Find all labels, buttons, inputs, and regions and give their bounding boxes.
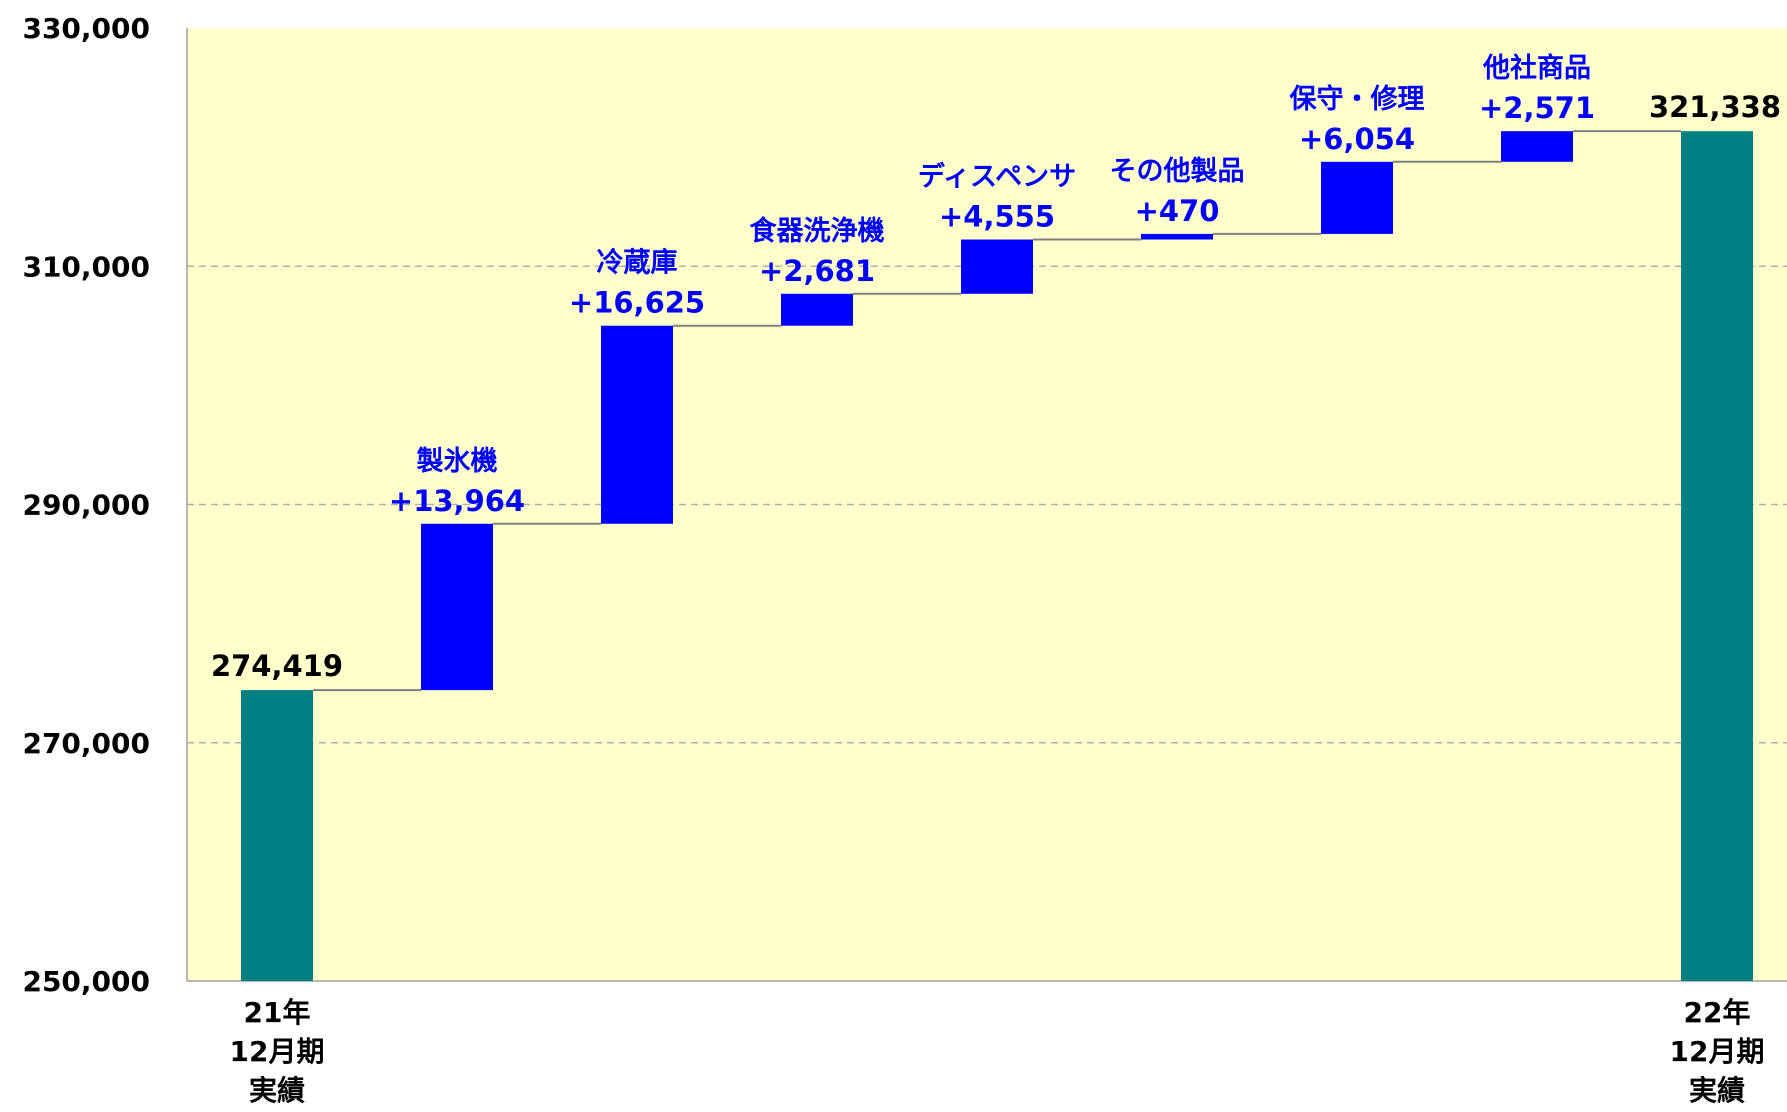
delta-category-label: 製氷機 <box>417 446 498 477</box>
delta-value-label: +16,625 <box>569 286 705 320</box>
delta-category-label: 冷蔵庫 <box>597 248 678 279</box>
delta-bar <box>421 523 493 691</box>
x-category-label: 実績 <box>249 1074 305 1107</box>
x-category-label: 21年 <box>244 996 311 1029</box>
delta-bar <box>1321 161 1393 234</box>
delta-value-label: +6,054 <box>1299 122 1415 156</box>
delta-category-label: 保守・修理 <box>1289 83 1425 115</box>
delta-value-label: +2,571 <box>1479 91 1595 125</box>
delta-bar <box>1141 233 1213 240</box>
delta-value-label: +470 <box>1135 194 1220 228</box>
delta-category-label: ディスペンサ <box>918 161 1076 193</box>
total-bar <box>1681 131 1753 981</box>
delta-bar <box>601 325 673 524</box>
total-value-label: 274,419 <box>211 649 343 683</box>
y-tick-label: 310,000 <box>22 250 150 283</box>
y-tick-label: 330,000 <box>22 12 150 45</box>
x-category-label: 12月期 <box>230 1035 325 1068</box>
delta-bar <box>1501 131 1573 162</box>
y-tick-label: 270,000 <box>22 727 150 760</box>
delta-category-label: その他製品 <box>1110 156 1245 187</box>
total-bar <box>241 690 313 981</box>
delta-category-label: 他社商品 <box>1482 52 1591 84</box>
delta-bar <box>961 239 1033 294</box>
delta-value-label: +13,964 <box>389 484 525 518</box>
delta-value-label: +2,681 <box>759 254 875 288</box>
x-category-label: 実績 <box>1689 1074 1745 1107</box>
y-tick-label: 290,000 <box>22 489 150 522</box>
delta-category-label: 食器洗浄機 <box>750 215 885 247</box>
x-category-label: 22年 <box>1684 996 1751 1029</box>
x-category-label: 12月期 <box>1670 1035 1765 1068</box>
delta-value-label: +4,555 <box>939 200 1055 234</box>
total-value-label: 321,338 <box>1649 90 1781 124</box>
delta-bar <box>781 293 853 326</box>
y-tick-label: 250,000 <box>22 965 150 998</box>
